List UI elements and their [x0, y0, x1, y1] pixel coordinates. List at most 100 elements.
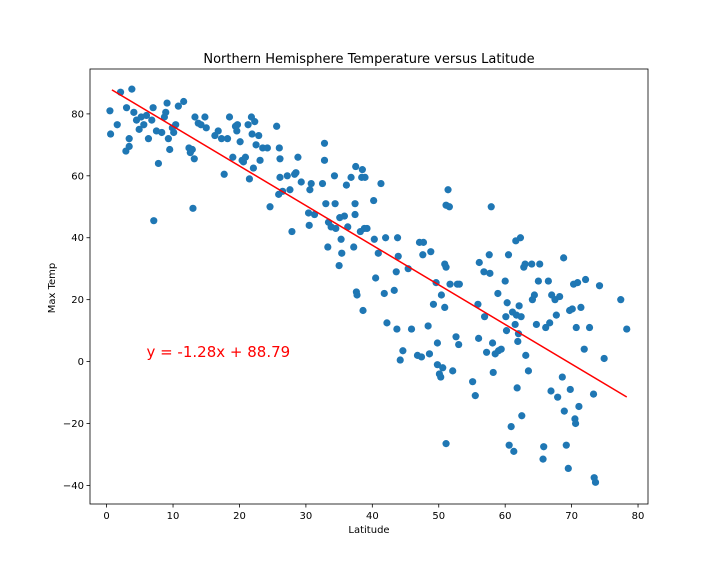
data-point — [518, 412, 526, 420]
data-point — [351, 200, 359, 208]
data-point — [352, 162, 360, 171]
data-point — [566, 385, 574, 394]
data-point — [229, 153, 237, 161]
data-point — [197, 121, 205, 129]
data-point — [522, 351, 530, 359]
data-point — [392, 268, 400, 276]
data-point — [236, 138, 244, 146]
data-point — [164, 135, 172, 143]
data-point — [433, 339, 442, 347]
data-point — [575, 402, 583, 411]
data-point — [560, 407, 568, 415]
data-point — [390, 286, 398, 294]
y-tick-label: 0 — [78, 357, 84, 368]
y-axis-label: Max Temp — [47, 263, 58, 314]
data-point — [530, 291, 539, 299]
data-point — [320, 139, 329, 147]
data-point — [568, 305, 576, 313]
data-point — [263, 144, 271, 152]
data-point — [304, 209, 313, 217]
data-point — [560, 254, 568, 262]
data-point — [320, 156, 329, 164]
data-point — [283, 172, 291, 180]
data-point — [504, 251, 513, 259]
data-point — [358, 166, 366, 174]
data-point — [547, 387, 555, 395]
data-point — [251, 118, 259, 126]
data-point — [393, 234, 402, 242]
data-point — [502, 327, 511, 335]
data-point — [306, 186, 314, 194]
data-point — [276, 173, 284, 181]
data-point — [544, 277, 552, 285]
data-point — [516, 234, 525, 242]
data-point — [394, 252, 402, 260]
data-point — [517, 313, 525, 321]
data-point — [324, 243, 332, 251]
data-point — [469, 378, 477, 386]
data-point — [223, 135, 232, 143]
data-point — [486, 269, 494, 277]
data-point — [150, 217, 158, 225]
data-point — [158, 128, 166, 137]
data-point — [595, 282, 604, 290]
data-point — [577, 303, 585, 311]
data-point — [393, 325, 401, 333]
data-point — [128, 85, 136, 93]
data-point — [437, 291, 446, 299]
data-point — [220, 170, 228, 178]
data-point — [245, 175, 254, 183]
data-point — [363, 224, 371, 233]
y-tick-label: 60 — [71, 171, 84, 182]
regression-equation: y = -1.28x + 88.79 — [146, 343, 290, 361]
data-point — [427, 248, 435, 256]
data-point — [425, 350, 434, 358]
data-point — [255, 131, 263, 140]
data-point — [564, 464, 572, 472]
data-point — [494, 289, 502, 298]
data-point — [170, 128, 178, 137]
data-point — [503, 299, 511, 307]
data-point — [441, 303, 449, 311]
data-point — [572, 323, 580, 332]
data-point — [497, 345, 505, 353]
data-point — [330, 172, 339, 180]
data-point — [217, 135, 226, 143]
data-point — [201, 113, 209, 121]
data-point — [266, 203, 274, 211]
data-point — [244, 121, 252, 129]
data-point — [480, 313, 489, 321]
data-point — [452, 333, 460, 341]
data-point — [380, 289, 388, 298]
data-point — [382, 234, 390, 242]
y-axis: −40 −20 0 20 40 60 80 — [63, 109, 90, 492]
data-point — [163, 99, 171, 107]
data-point — [488, 339, 497, 347]
regression-line — [111, 89, 628, 398]
data-point — [342, 181, 351, 189]
data-point — [233, 127, 241, 135]
data-point — [536, 260, 544, 268]
data-point — [286, 186, 294, 194]
data-point — [340, 212, 349, 220]
data-point — [350, 243, 358, 251]
data-point — [331, 200, 339, 208]
data-point — [273, 122, 281, 130]
data-point — [372, 274, 380, 282]
data-point — [513, 384, 521, 392]
data-point — [474, 300, 482, 308]
data-point — [396, 356, 404, 364]
data-point — [162, 108, 170, 116]
data-point — [475, 258, 483, 267]
y-tick-label: 20 — [71, 295, 84, 306]
x-tick-label: 60 — [499, 511, 512, 522]
data-point — [256, 156, 264, 164]
data-point — [310, 210, 319, 219]
data-point — [511, 320, 519, 329]
data-point — [437, 373, 445, 381]
data-point — [174, 102, 182, 110]
data-point — [370, 196, 378, 205]
data-point — [233, 121, 242, 129]
